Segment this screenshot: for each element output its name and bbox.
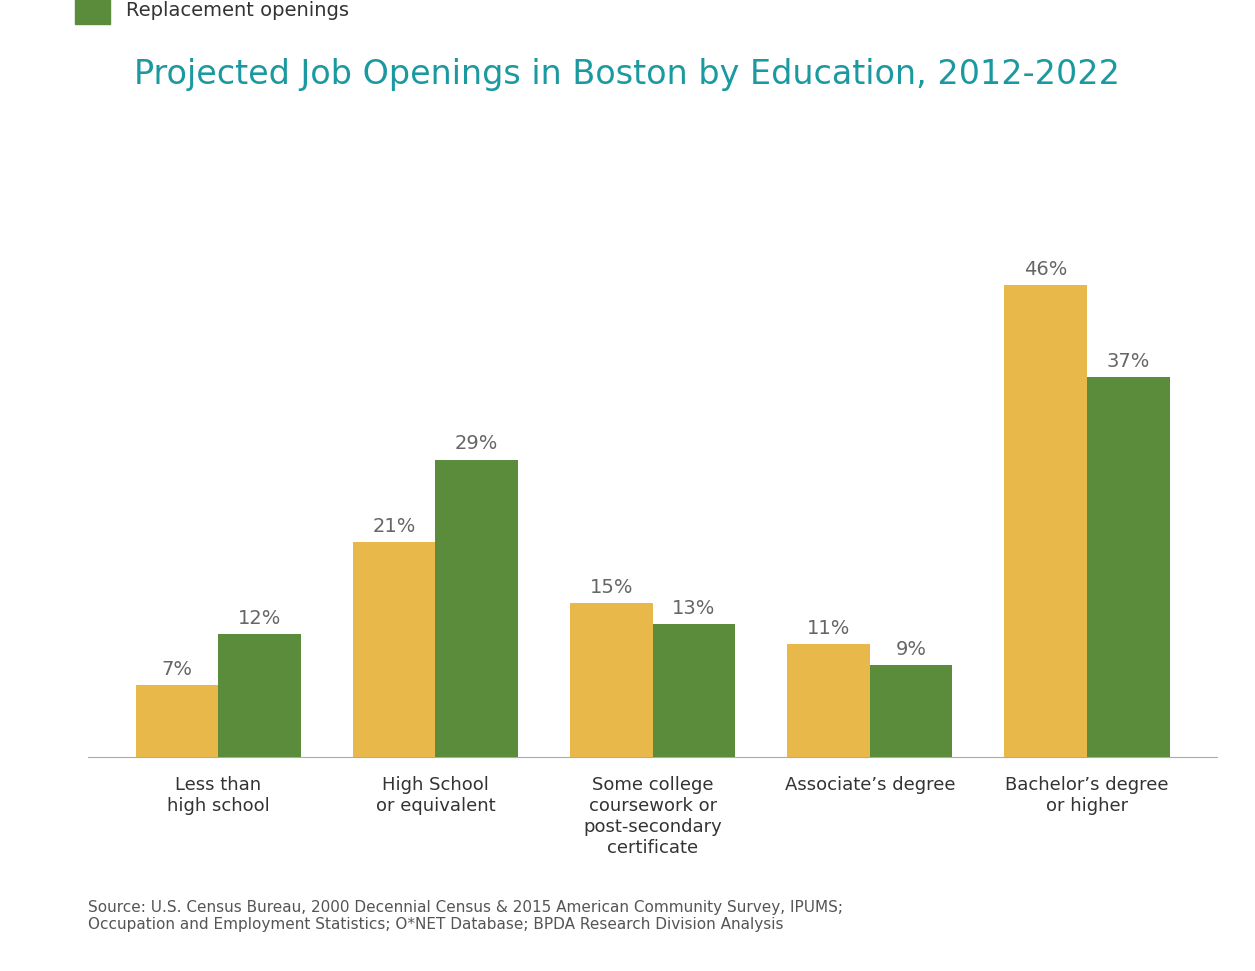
Text: 21%: 21% (373, 517, 415, 536)
Text: 15%: 15% (590, 578, 633, 597)
Text: 9%: 9% (896, 640, 926, 658)
Bar (435, 459, 518, 757)
Text: 46%: 46% (1024, 260, 1068, 279)
Bar (653, 623, 735, 757)
Text: 37%: 37% (1107, 352, 1150, 371)
Text: 13%: 13% (673, 599, 715, 618)
Bar (1087, 378, 1170, 757)
Bar (570, 603, 653, 757)
Legend: Growth openings, Replacement openings: Growth openings, Replacement openings (75, 0, 349, 24)
Bar (353, 542, 435, 757)
Bar (1004, 285, 1087, 757)
Text: Projected Job Openings in Boston by Education, 2012-2022: Projected Job Openings in Boston by Educ… (134, 58, 1121, 91)
Text: 11%: 11% (807, 619, 850, 638)
Text: Source: U.S. Census Bureau, 2000 Decennial Census & 2015 American Community Surv: Source: U.S. Census Bureau, 2000 Decenni… (88, 900, 843, 932)
Bar (136, 686, 218, 757)
Bar (870, 665, 953, 757)
Text: 29%: 29% (456, 434, 498, 453)
Text: 7%: 7% (162, 660, 192, 680)
Text: 12%: 12% (237, 609, 281, 628)
Bar (787, 645, 870, 757)
Bar (218, 634, 301, 757)
